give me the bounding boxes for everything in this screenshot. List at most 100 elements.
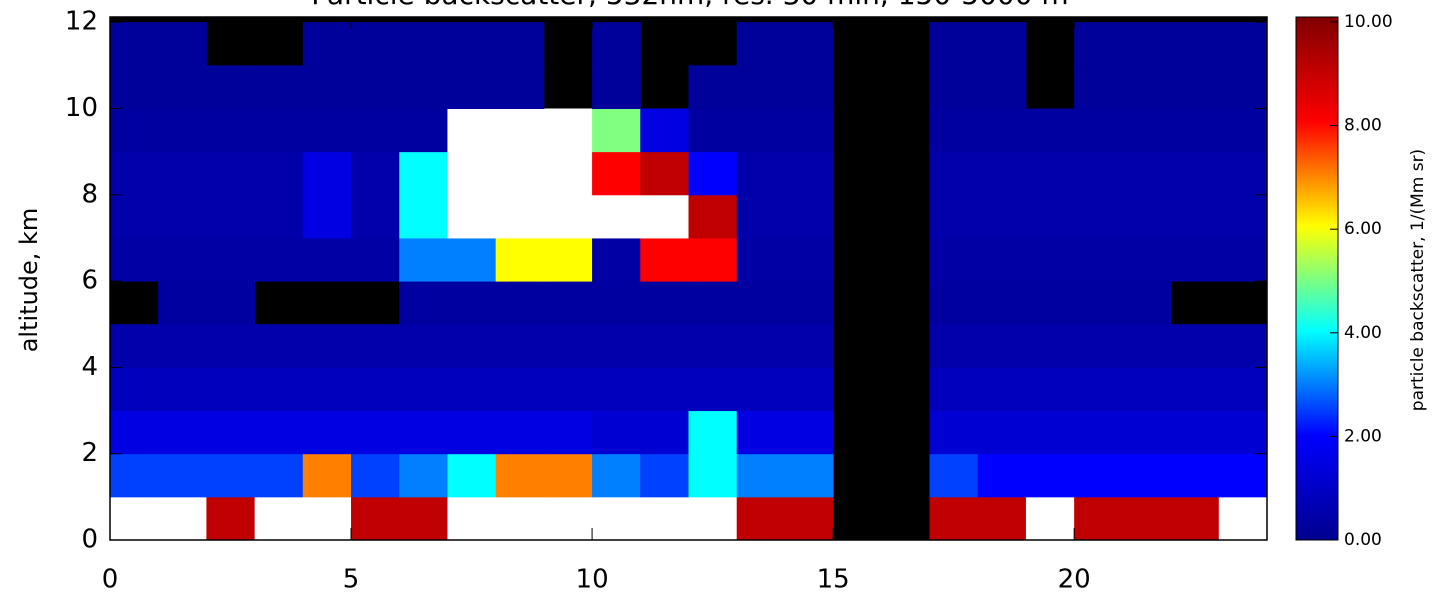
x-tick-label: 10: [576, 565, 609, 595]
heatmap-cell: [254, 496, 304, 541]
heatmap-cell: [1218, 65, 1268, 109]
heatmap-cell: [592, 324, 641, 368]
heatmap-cell: [736, 281, 786, 325]
heatmap-cell: [1170, 22, 1220, 66]
heatmap-cell: [1218, 194, 1268, 239]
heatmap-cell: [158, 194, 207, 239]
heatmap-cell: [592, 108, 641, 153]
y-tick-label: 8: [81, 179, 98, 209]
heatmap-cell: [784, 453, 834, 498]
heatmap-cell: [736, 496, 786, 541]
heatmap-cell: [1122, 324, 1172, 368]
heatmap-cell: [1170, 108, 1220, 153]
heatmap-cell: [351, 410, 400, 455]
heatmap-cell: [399, 22, 448, 66]
heatmap-cell: [447, 367, 497, 412]
heatmap-cell: [447, 22, 497, 66]
heatmap-cell: [399, 194, 448, 239]
heatmap-cell: [592, 410, 641, 455]
heatmap-cell: [158, 237, 207, 282]
colorbar-tick-label: 2.00: [1344, 426, 1382, 446]
y-tick-label: 10: [65, 93, 98, 123]
heatmap-cell: [929, 237, 979, 282]
heatmap-cell: [447, 65, 497, 109]
heatmap-cell: [302, 410, 352, 455]
heatmap-cell: [495, 237, 545, 282]
heatmap-cell: [543, 324, 593, 368]
colorbar-tick-label: 4.00: [1344, 323, 1382, 343]
heatmap-cell: [302, 22, 352, 66]
heatmap-cell: [351, 453, 400, 498]
heatmap-cell: [929, 453, 979, 498]
colorbar-tick-label: 0.00: [1344, 530, 1382, 550]
heatmap-cell: [206, 453, 256, 498]
heatmap-cell: [254, 151, 304, 196]
heatmap-cell: [158, 281, 207, 325]
x-tick-label: 5: [343, 565, 360, 595]
heatmap-cell: [688, 151, 738, 196]
heatmap-cell: [399, 65, 448, 109]
heatmap-cell: [206, 281, 256, 325]
heatmap-cell: [640, 281, 689, 325]
heatmap-cell: [447, 281, 497, 325]
heatmap-cell: [495, 194, 545, 239]
colorbar-tick-label: 6.00: [1344, 219, 1382, 239]
heatmap-cell: [929, 367, 979, 412]
heatmap-cell: [495, 367, 545, 412]
heatmap-cell: [543, 237, 593, 282]
heatmap-cell: [206, 237, 256, 282]
heatmap-cell: [688, 453, 738, 498]
heatmap-cell: [399, 410, 448, 455]
heatmap-cell: [736, 237, 786, 282]
heatmap-cell: [158, 151, 207, 196]
heatmap-cell: [447, 194, 497, 239]
heatmap-cell: [688, 281, 738, 325]
heatmap-cell: [158, 108, 207, 153]
heatmap-cell: [784, 22, 834, 66]
heatmap-cell: [1170, 324, 1220, 368]
heatmap-cell: [736, 151, 786, 196]
heatmap-cell: [977, 151, 1027, 196]
y-tick-label: 2: [81, 438, 98, 468]
heatmap-cell: [688, 65, 738, 109]
heatmap-cell: [302, 194, 352, 239]
heatmap-cell: [1218, 108, 1268, 153]
heatmap-cell: [1170, 410, 1220, 455]
heatmap-cell: [977, 237, 1027, 282]
heatmap-cell: [399, 108, 448, 153]
heatmap-cell: [302, 496, 352, 541]
heatmap-cell: [688, 496, 738, 541]
heatmap-cell: [1122, 281, 1172, 325]
y-tick-label: 12: [65, 7, 98, 37]
heatmap-cell: [206, 496, 256, 541]
heatmap-cell: [1218, 496, 1268, 541]
heatmap-cell: [977, 108, 1027, 153]
heatmap-cell: [1074, 453, 1123, 498]
heatmap-cell: [1170, 151, 1220, 196]
heatmap-cell: [977, 496, 1027, 541]
heatmap-cell: [1074, 367, 1123, 412]
heatmap-cell: [495, 151, 545, 196]
heatmap-cell: [158, 410, 207, 455]
heatmap-cell: [302, 367, 352, 412]
heatmap-cell: [351, 324, 400, 368]
heatmap-cell: [254, 453, 304, 498]
heatmap-cell: [254, 367, 304, 412]
heatmap-cell: [110, 151, 159, 196]
heatmap-cell: [399, 453, 448, 498]
heatmap-cell: [1122, 237, 1172, 282]
heatmap-cell: [495, 281, 545, 325]
heatmap-cell: [929, 496, 979, 541]
heatmap-cell: [351, 151, 400, 196]
heatmap-cell: [110, 108, 159, 153]
heatmap-cell: [158, 324, 207, 368]
heatmap-cell: [784, 496, 834, 541]
heatmap-cell: [206, 151, 256, 196]
heatmap-cell: [206, 108, 256, 153]
colorbar-tick-label: 10.00: [1344, 12, 1393, 32]
heatmap-cell: [592, 237, 641, 282]
heatmap-cell: [640, 108, 689, 153]
heatmap-cell: [110, 324, 159, 368]
heatmap-cell: [977, 281, 1027, 325]
heatmap-cell: [1074, 281, 1123, 325]
